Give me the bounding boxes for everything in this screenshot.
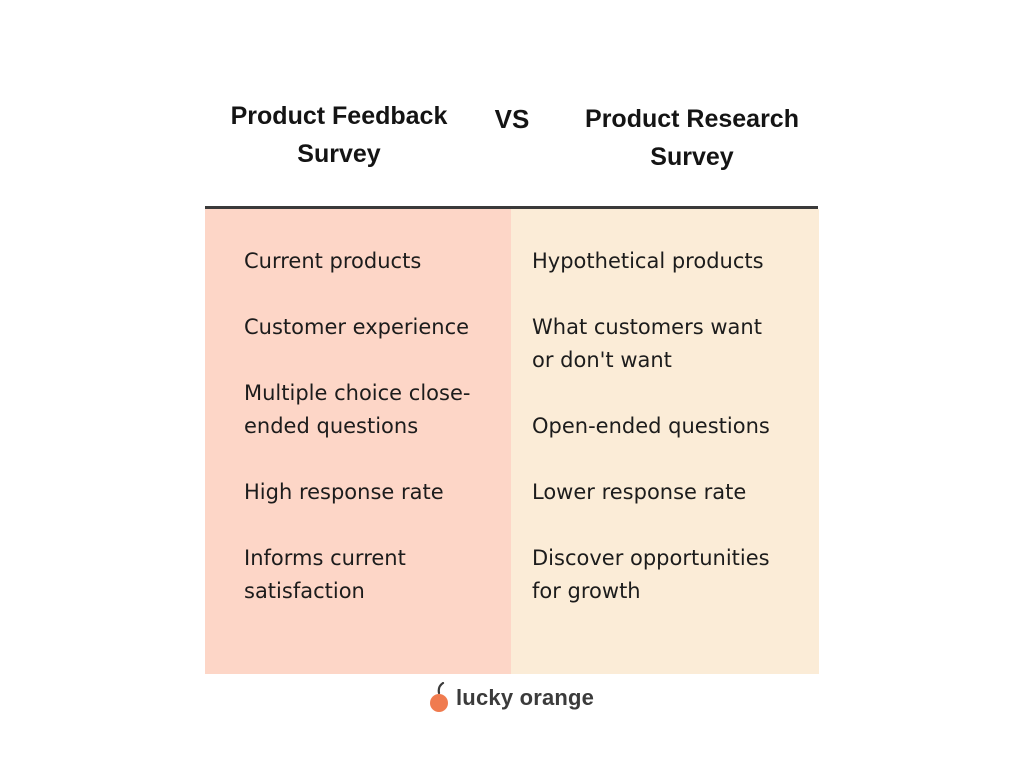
- research-item-customer-wants: What customers want or don't want: [532, 315, 762, 372]
- vs-label: VS: [494, 104, 530, 134]
- product-feedback-column: Current products Customer experience Mul…: [205, 209, 511, 674]
- feedback-item-satisfaction: Informs current satisfaction: [244, 546, 406, 603]
- research-item-open-ended-questions: Open-ended questions: [532, 414, 770, 438]
- feedback-item-response-rate: High response rate: [244, 480, 444, 504]
- product-research-column: Hypothetical products What customers wan…: [511, 209, 819, 674]
- research-item-hypothetical-products: Hypothetical products: [532, 249, 764, 273]
- heading-divider: [205, 206, 818, 209]
- lucky-orange-logo: lucky orange: [428, 681, 594, 715]
- feedback-item-customer-experience: Customer experience: [244, 315, 470, 339]
- research-item-response-rate: Lower response rate: [532, 480, 747, 504]
- feedback-item-current-products: Current products: [244, 249, 422, 273]
- product-research-survey-heading: Product Research Survey: [585, 105, 799, 171]
- product-feedback-survey-heading: Product Feedback Survey: [230, 102, 448, 168]
- logo-text: lucky orange: [456, 685, 595, 710]
- orange-fruit-icon: [428, 682, 450, 714]
- feedback-item-close-ended-questions: Multiple choice close- ended questions: [244, 381, 471, 438]
- research-item-growth-opportunities: Discover opportunities for growth: [532, 546, 770, 603]
